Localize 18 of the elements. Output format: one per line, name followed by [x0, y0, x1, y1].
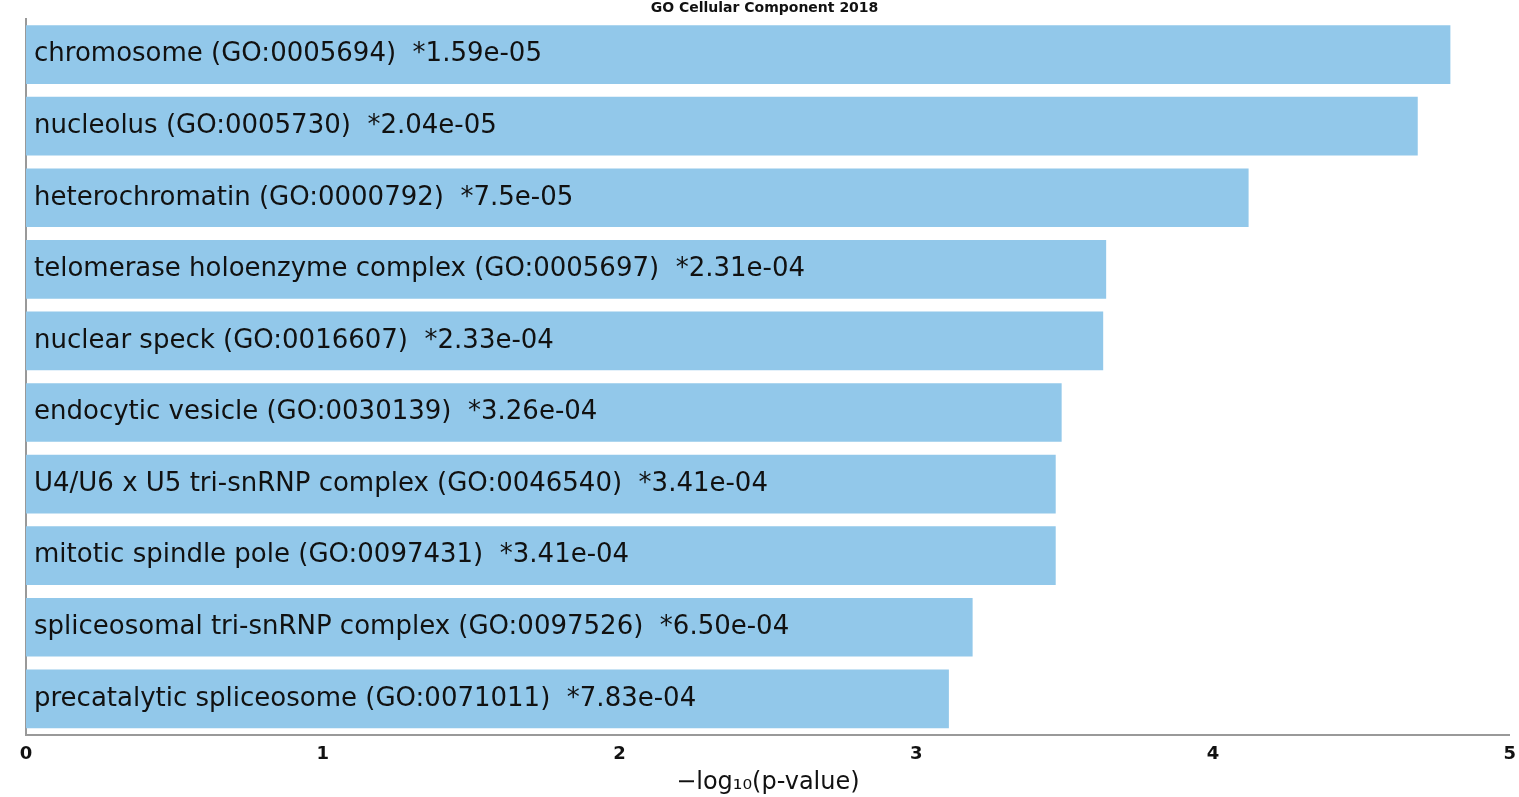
y-tick-label: precatalytic spliceosome (GO:0071011) *7.83e-04	[34, 681, 697, 712]
y-tick-label: U4/U6 x U5 tri-snRNP complex (GO:0046540) *3.41e-04	[34, 466, 768, 497]
y-tick-label: nuclear speck (GO:0016607) *2.33e-04	[34, 323, 554, 354]
x-tick-label: 4	[1206, 742, 1220, 764]
y-tick-label: spliceosomal tri-snRNP complex (GO:0097526) *6.50e-04	[34, 609, 790, 640]
y-tick-label: nucleolus (GO:0005730) *2.04e-05	[34, 108, 497, 139]
y-tick-label: mitotic spindle pole (GO:0097431) *3.41e-04	[34, 538, 630, 569]
x-axis-title: −log₁₀(p-value)	[676, 766, 860, 795]
x-tick-label: 1	[316, 742, 330, 764]
x-tick-label: 2	[613, 742, 626, 764]
x-tick-label: 5	[1503, 742, 1516, 764]
x-tick-label: 0	[19, 742, 33, 764]
y-tick-label: telomerase holoenzyme complex (GO:0005697) *2.31e-04	[34, 252, 806, 283]
y-tick-label: chromosome (GO:0005694) *1.59e-05	[34, 37, 542, 68]
y-tick-label: endocytic vesicle (GO:0030139) *3.26e-04	[34, 395, 598, 426]
x-tick-label: 3	[909, 742, 923, 764]
chart-title: GO Cellular Component 2018	[650, 0, 879, 16]
y-tick-label: heterochromatin (GO:0000792) *7.5e-05	[34, 180, 574, 211]
